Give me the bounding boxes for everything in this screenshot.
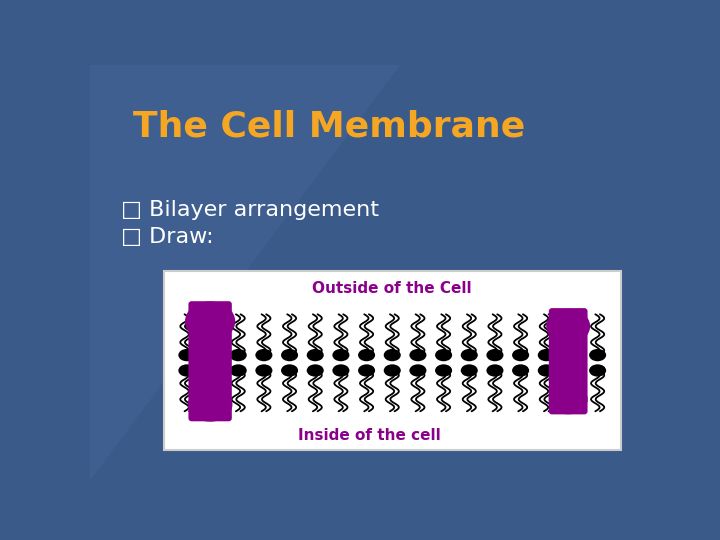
Ellipse shape bbox=[358, 364, 375, 377]
Ellipse shape bbox=[281, 364, 298, 377]
Ellipse shape bbox=[188, 388, 233, 422]
Ellipse shape bbox=[179, 364, 195, 377]
Polygon shape bbox=[90, 65, 400, 481]
Ellipse shape bbox=[564, 349, 580, 361]
Ellipse shape bbox=[384, 364, 401, 377]
FancyBboxPatch shape bbox=[189, 301, 232, 421]
Ellipse shape bbox=[538, 349, 555, 361]
Ellipse shape bbox=[589, 364, 606, 377]
Bar bbox=[163, 271, 621, 450]
Ellipse shape bbox=[435, 364, 452, 377]
Ellipse shape bbox=[333, 364, 349, 377]
Ellipse shape bbox=[230, 364, 247, 377]
Ellipse shape bbox=[230, 349, 247, 361]
Ellipse shape bbox=[487, 349, 503, 361]
Ellipse shape bbox=[256, 349, 272, 361]
Ellipse shape bbox=[204, 349, 221, 361]
Text: Outside of the Cell: Outside of the Cell bbox=[312, 281, 472, 295]
Text: The Cell Membrane: The Cell Membrane bbox=[132, 110, 525, 144]
Ellipse shape bbox=[461, 349, 478, 361]
Ellipse shape bbox=[333, 349, 349, 361]
Ellipse shape bbox=[281, 349, 298, 361]
Ellipse shape bbox=[564, 364, 580, 377]
Ellipse shape bbox=[461, 364, 478, 377]
Ellipse shape bbox=[487, 364, 503, 377]
Text: □ Draw:: □ Draw: bbox=[121, 226, 214, 246]
Ellipse shape bbox=[410, 364, 426, 377]
Ellipse shape bbox=[307, 364, 324, 377]
Ellipse shape bbox=[358, 349, 375, 361]
Ellipse shape bbox=[538, 364, 555, 377]
Ellipse shape bbox=[512, 349, 529, 361]
FancyBboxPatch shape bbox=[549, 308, 588, 414]
Ellipse shape bbox=[179, 349, 195, 361]
Ellipse shape bbox=[307, 349, 324, 361]
Ellipse shape bbox=[546, 309, 590, 344]
Text: Inside of the cell: Inside of the cell bbox=[297, 428, 441, 443]
Ellipse shape bbox=[384, 349, 401, 361]
Ellipse shape bbox=[589, 349, 606, 361]
Ellipse shape bbox=[185, 301, 235, 341]
Ellipse shape bbox=[410, 349, 426, 361]
Ellipse shape bbox=[204, 364, 221, 377]
Ellipse shape bbox=[549, 384, 588, 414]
Ellipse shape bbox=[435, 349, 452, 361]
Ellipse shape bbox=[512, 364, 529, 377]
Text: □ Bilayer arrangement: □ Bilayer arrangement bbox=[121, 200, 379, 220]
Ellipse shape bbox=[256, 364, 272, 377]
